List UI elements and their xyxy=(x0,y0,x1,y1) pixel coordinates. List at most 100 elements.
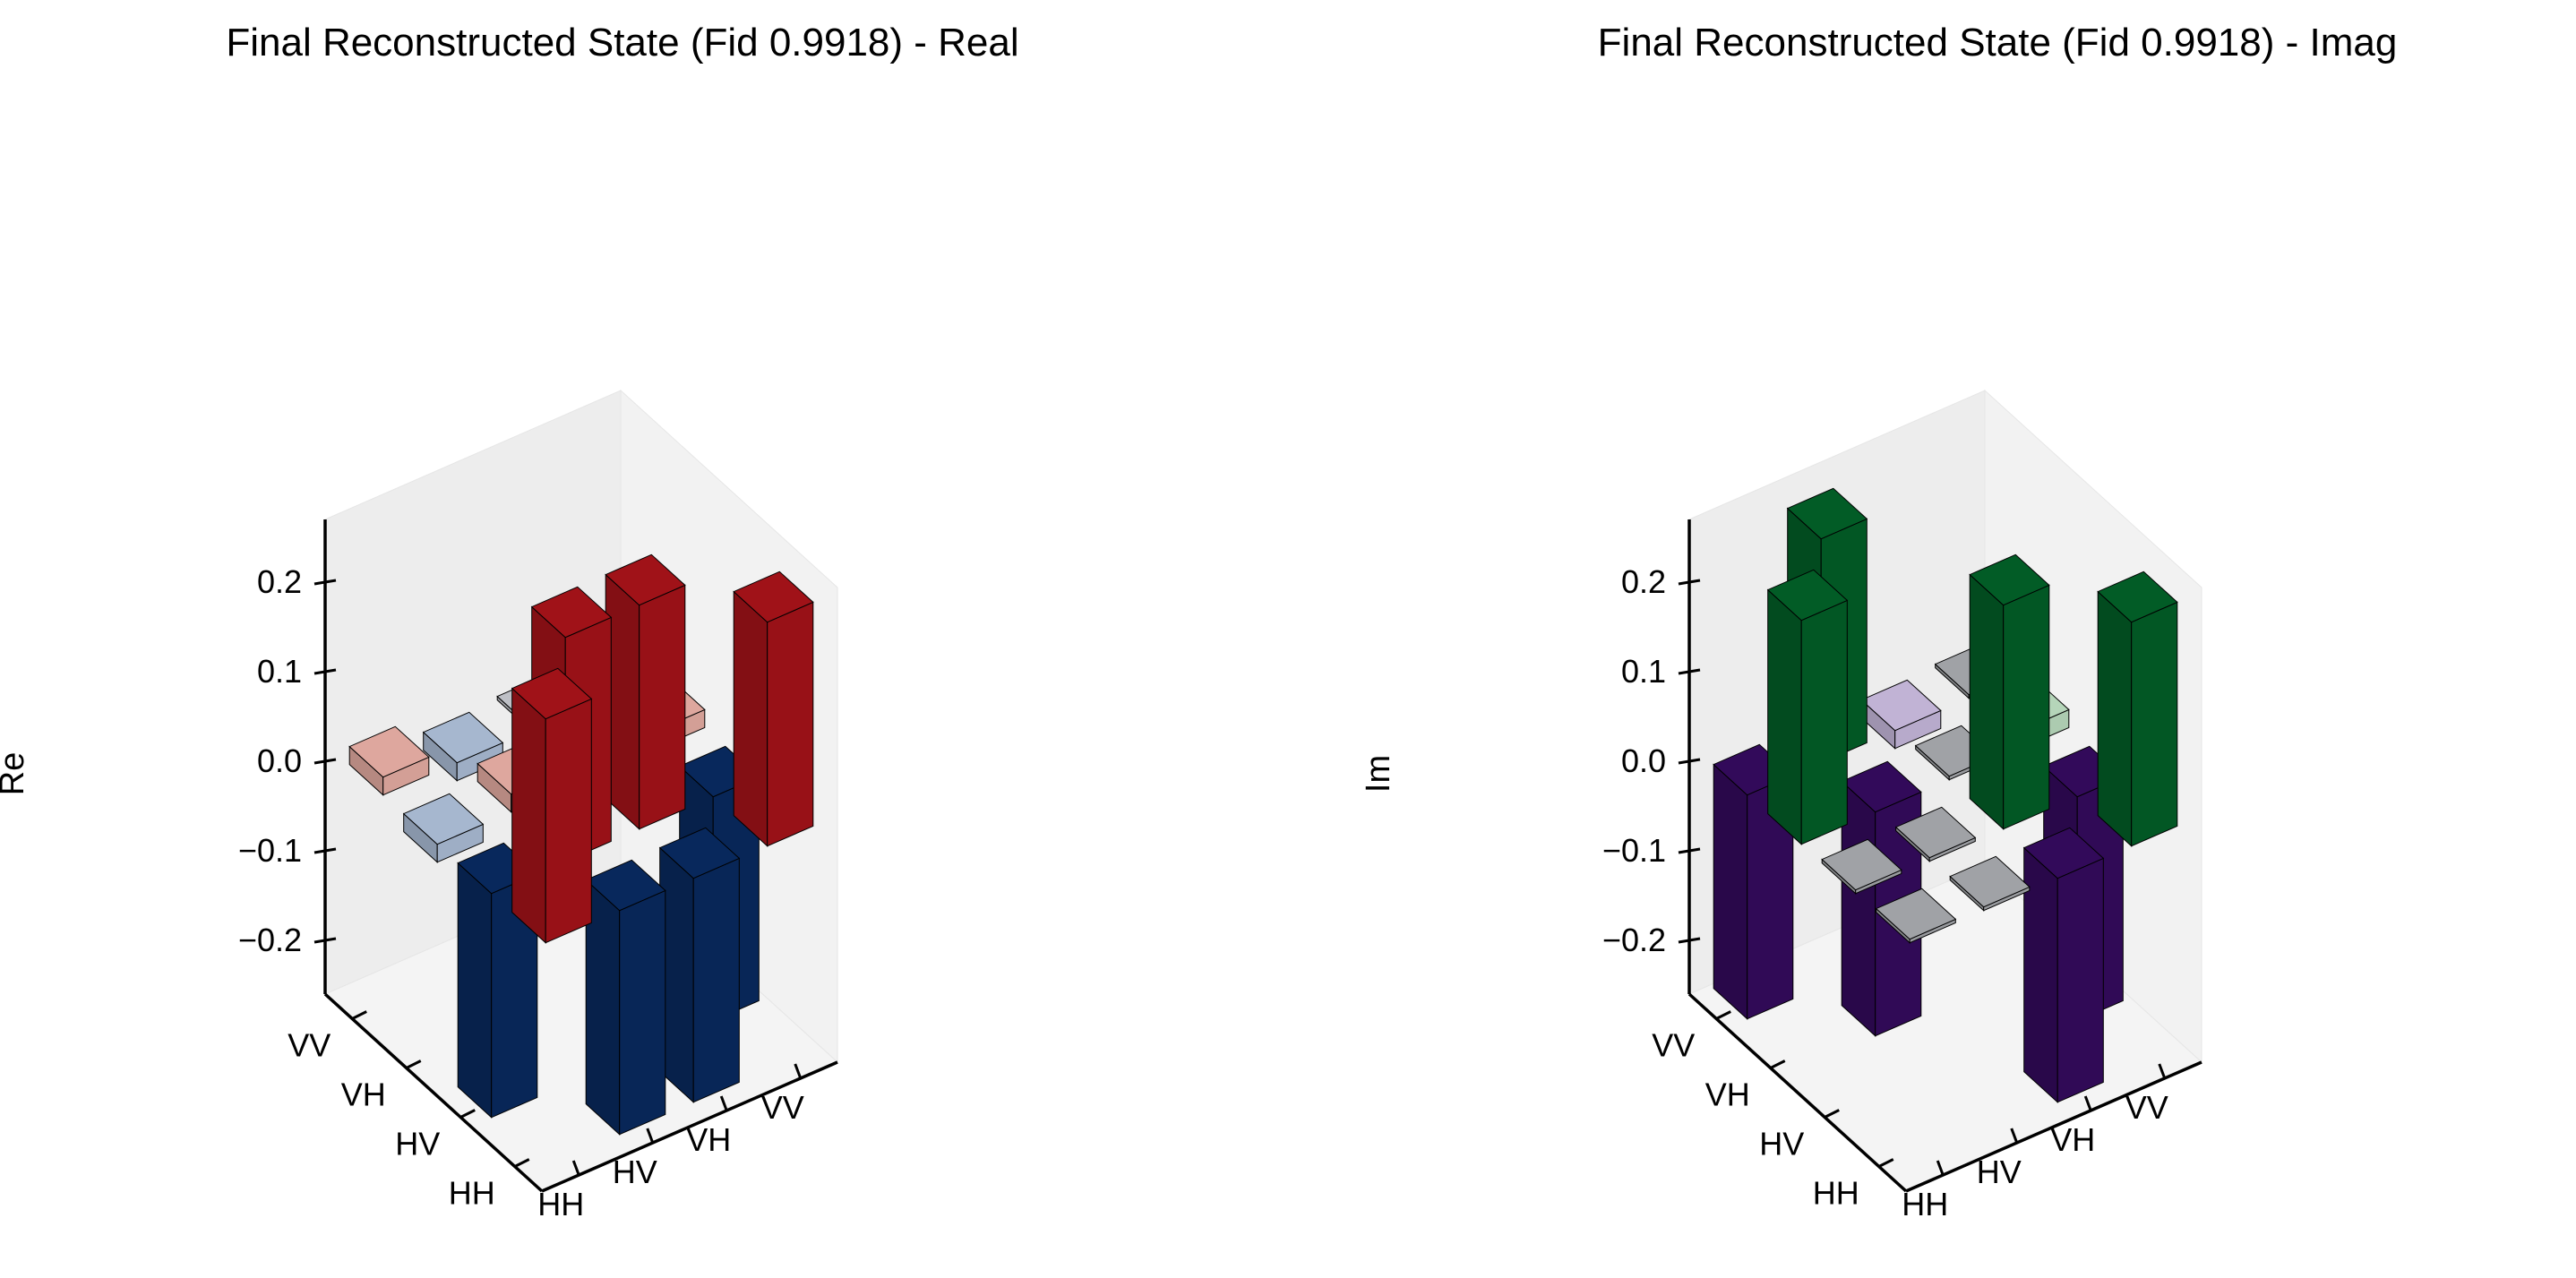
bar-face-left xyxy=(457,862,493,1119)
bar-face-left xyxy=(1713,763,1748,1020)
z-tick xyxy=(313,579,337,586)
y-tick-label-vh: VH xyxy=(1705,1076,1750,1113)
bar-face-top xyxy=(585,859,666,912)
bar-hh-vh xyxy=(2022,827,2105,1103)
x-tick xyxy=(794,1063,803,1079)
bar-face-top xyxy=(2022,827,2105,879)
z-tick-label: 0.1 xyxy=(257,653,302,690)
bar-face-front xyxy=(619,889,666,1136)
bar-face-top xyxy=(1969,553,2050,606)
z-tick-label: −0.2 xyxy=(1602,922,1666,958)
bar-face-top xyxy=(605,553,686,606)
z-tick xyxy=(1678,579,1701,586)
bar-hv-hv xyxy=(1894,806,1977,862)
y-tick-label-hv: HV xyxy=(395,1126,440,1162)
imag-part-panel: HHHVVHVVHHHVVHVV−0.2−0.10.00.10.2ImFinal… xyxy=(1360,21,2397,1222)
bar-face-top xyxy=(733,570,814,623)
bar-face-top xyxy=(1860,679,1942,732)
bar-vh-hh xyxy=(1766,569,1849,845)
x-tick-label-vv: VV xyxy=(2125,1089,2168,1126)
y-tick xyxy=(1824,1109,1840,1119)
y-tick xyxy=(459,1109,476,1119)
bar-face-top xyxy=(1949,855,2031,908)
bar-face-top xyxy=(511,667,593,720)
bar-face-left xyxy=(511,687,546,944)
z-axis-label: Re xyxy=(0,752,31,796)
bar-hv-vh xyxy=(605,553,686,830)
y-tick xyxy=(406,1059,422,1069)
bar-vv-hh xyxy=(1713,743,1794,1020)
bar-hh-hh xyxy=(511,667,593,944)
bar-hh-hv xyxy=(1949,855,2031,912)
y-axis-line xyxy=(1687,992,1908,1193)
x-tick xyxy=(571,1160,580,1176)
bar-face-top xyxy=(1821,838,1902,891)
y-tick-label-vh: VH xyxy=(341,1076,386,1113)
x-tick-label-hv: HV xyxy=(1977,1154,2022,1190)
y-axis-line xyxy=(323,992,544,1193)
y-tick xyxy=(351,1010,367,1020)
z-tick-label: 0.2 xyxy=(257,563,302,600)
x-tick-label-hh: HH xyxy=(537,1186,584,1222)
bar-vv-hv xyxy=(422,711,504,782)
z-tick xyxy=(1678,847,1701,854)
bar-face-top xyxy=(530,586,613,639)
bar-face-top xyxy=(422,711,504,764)
y-tick xyxy=(1770,1059,1786,1069)
x-tick-label-vh: VH xyxy=(2050,1121,2095,1158)
bar-face-top xyxy=(1786,487,1868,540)
bar-hv-hh xyxy=(1821,838,1902,895)
z-tick xyxy=(1678,668,1701,675)
x-tick xyxy=(2158,1063,2167,1079)
bar-face-front xyxy=(545,698,592,944)
x-tick-label-vv: VV xyxy=(761,1089,804,1126)
bar-face-front xyxy=(1800,599,1848,845)
z-tick-label: 0.0 xyxy=(1621,742,1666,779)
bar-vh-hh xyxy=(402,793,485,863)
x-tick xyxy=(719,1095,728,1111)
bar-hh-vv xyxy=(733,570,814,847)
bar-face-left xyxy=(1969,573,2005,830)
real-part-panel: HHHVVHVVHHHVVHVV−0.2−0.10.00.10.2ReFinal… xyxy=(0,21,1019,1222)
z-tick xyxy=(313,937,337,944)
z-tick-label: 0.1 xyxy=(1621,653,1666,690)
x-tick-label-vh: VH xyxy=(686,1121,731,1158)
bar-face-top xyxy=(658,827,741,879)
z-tick-label: −0.2 xyxy=(238,922,302,958)
x-tick xyxy=(646,1128,655,1144)
bar-vv-hh xyxy=(348,725,430,796)
x-tick xyxy=(2083,1095,2092,1111)
bar-face-top xyxy=(1875,888,1957,940)
bar-face-top xyxy=(1894,806,1977,859)
bar-face-top xyxy=(1766,569,1849,622)
bar-face-top xyxy=(2097,570,2178,623)
z-tick-label: 0.0 xyxy=(257,742,302,779)
z-tick xyxy=(313,668,337,675)
x-axis-line xyxy=(1905,1060,2202,1193)
bar-hh-vv xyxy=(2097,570,2178,847)
bar-face-left xyxy=(1767,588,1802,845)
x-tick-label-hh: HH xyxy=(1902,1186,1948,1222)
x-tick-label-hv: HV xyxy=(613,1154,657,1190)
bar-face-left xyxy=(2023,846,2058,1103)
z-tick xyxy=(1678,758,1701,765)
y-tick-label-hh: HH xyxy=(449,1175,495,1212)
bar-hh-hh xyxy=(1875,888,1957,944)
y-tick xyxy=(514,1158,530,1168)
z-axis-label: Im xyxy=(1360,755,1397,793)
z-tick xyxy=(313,758,337,765)
bar-face-top xyxy=(1841,760,1922,813)
y-tick-label-hv: HV xyxy=(1759,1126,1804,1162)
bar-face-left xyxy=(2097,590,2133,847)
y-tick-label-vv: VV xyxy=(1652,1027,1695,1064)
bar-face-front xyxy=(2057,857,2104,1103)
x-tick xyxy=(2010,1128,2019,1144)
bar-hh-vh xyxy=(658,827,741,1103)
z-tick-label: −0.1 xyxy=(238,832,302,869)
z-tick-label: −0.1 xyxy=(1602,832,1666,869)
bar-hv-vh xyxy=(1969,553,2050,830)
bar-face-front xyxy=(2003,584,2050,830)
z-tick xyxy=(313,847,337,854)
bar-face-left xyxy=(733,590,769,847)
